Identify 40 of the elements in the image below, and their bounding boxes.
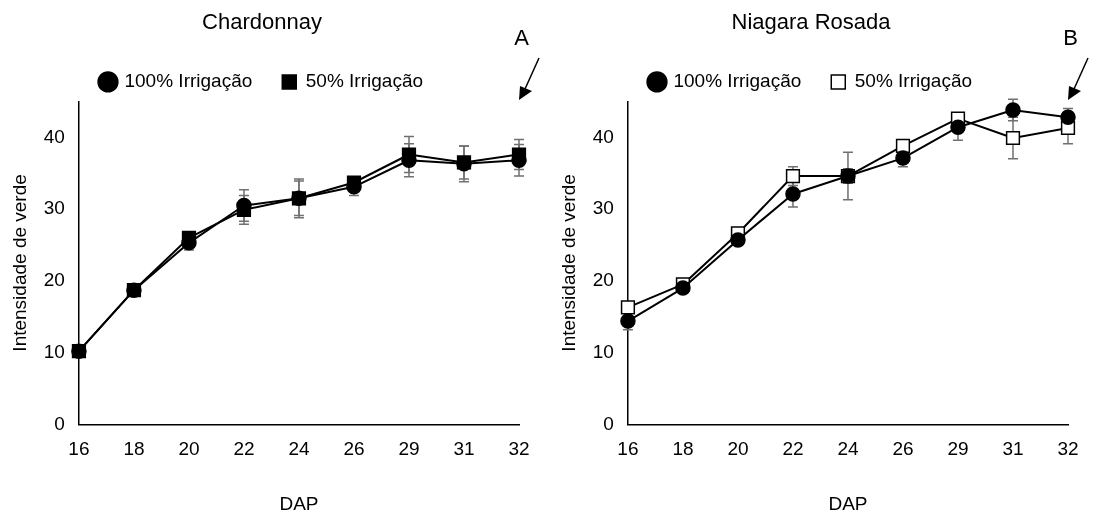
- y-tick-label: 0: [603, 412, 614, 434]
- x-tick-label: 32: [508, 438, 530, 460]
- y-tick-label: 10: [592, 340, 614, 362]
- x-tick-label: 24: [837, 438, 859, 460]
- x-tick-label: 22: [233, 438, 255, 460]
- y-tick-label: 20: [43, 269, 65, 291]
- x-tick-label: 26: [892, 438, 914, 460]
- y-tick-label: 40: [592, 125, 614, 147]
- text: A: [514, 25, 530, 51]
- x-axis-title: DAP: [828, 492, 868, 514]
- legend-label: 100% Irrigação: [124, 70, 253, 92]
- x-axis-title: DAP: [279, 492, 319, 514]
- x-tick-label: 18: [672, 438, 694, 460]
- y-tick-label: 30: [43, 197, 65, 219]
- y-tick-label: 20: [592, 269, 614, 291]
- x-tick-label: 16: [68, 438, 90, 460]
- legend-label: 50% Irrigação: [305, 70, 424, 92]
- chart-title: Chardonnay: [202, 9, 322, 35]
- chart-title: Niagara Rosada: [731, 9, 892, 35]
- x-tick-label: 22: [782, 438, 804, 460]
- x-tick-label: 31: [1002, 438, 1024, 460]
- y-tick-label: 0: [54, 412, 65, 434]
- x-tick-label: 18: [123, 438, 145, 460]
- x-tick-label: 29: [947, 438, 969, 460]
- y-axis-title: Intensidade de verde: [557, 174, 579, 352]
- x-tick-label: 20: [727, 438, 749, 460]
- x-tick-label: 31: [453, 438, 475, 460]
- legend-label: 100% Irrigação: [673, 70, 802, 92]
- y-tick-label: 30: [592, 197, 614, 219]
- text: B: [1063, 25, 1078, 51]
- y-tick-label: 40: [43, 125, 65, 147]
- y-axis-title: Intensidade de verde: [8, 174, 30, 352]
- x-tick-label: 32: [1057, 438, 1079, 460]
- x-tick-label: 16: [617, 438, 639, 460]
- x-tick-label: 20: [178, 438, 200, 460]
- x-tick-label: 24: [288, 438, 310, 460]
- x-tick-label: 29: [398, 438, 420, 460]
- y-tick-label: 10: [43, 340, 65, 362]
- legend-label: 50% Irrigação: [854, 70, 973, 92]
- x-tick-label: 26: [343, 438, 365, 460]
